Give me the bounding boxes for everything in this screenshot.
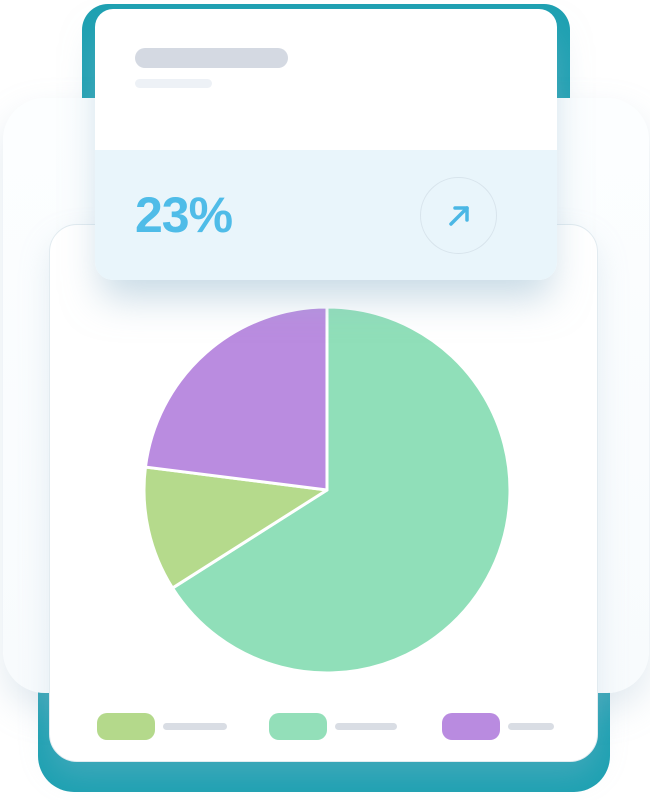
stat-card: 23% bbox=[95, 9, 557, 280]
legend-item-olive bbox=[97, 713, 227, 740]
olive-segment-slice bbox=[142, 465, 329, 590]
legend-label-placeholder bbox=[163, 723, 227, 730]
title-placeholder-bar bbox=[135, 48, 288, 68]
legend-item-purple bbox=[442, 713, 554, 740]
green-segment-slice bbox=[170, 305, 512, 675]
trend-action-button[interactable] bbox=[420, 177, 497, 254]
purple-segment-slice bbox=[143, 305, 329, 492]
olive-swatch bbox=[97, 713, 155, 740]
legend-label-placeholder bbox=[335, 723, 397, 730]
green-swatch bbox=[269, 713, 327, 740]
subtitle-placeholder-bar bbox=[135, 79, 212, 88]
pie-chart-card bbox=[49, 224, 598, 762]
arrow-up-right-icon bbox=[448, 205, 469, 226]
legend-label-placeholder bbox=[508, 723, 554, 730]
stat-card-footer: 23% bbox=[95, 150, 557, 280]
stat-value: 23% bbox=[135, 187, 233, 243]
purple-swatch bbox=[442, 713, 500, 740]
pie-chart bbox=[137, 300, 517, 680]
legend-item-green bbox=[269, 713, 397, 740]
pie-chart-svg bbox=[142, 305, 512, 675]
